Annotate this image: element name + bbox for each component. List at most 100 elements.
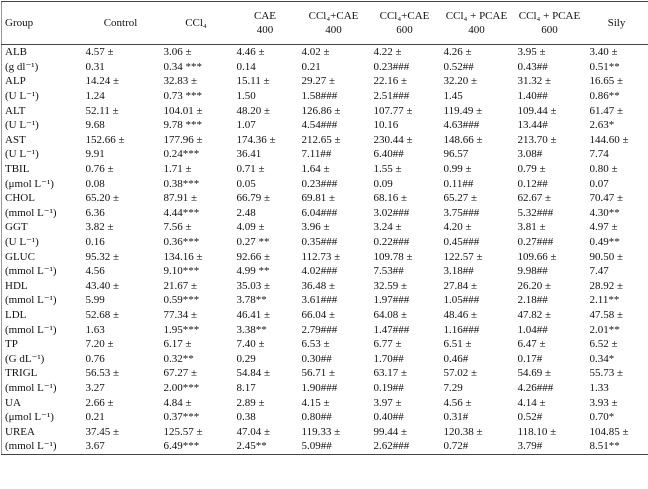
- table-cell: 3.75###: [443, 206, 480, 219]
- table-cell: 92.66 ±: [236, 250, 271, 263]
- table-row: GGT 3.82 ± 7.56 ± 4.09 ± 3.96 ± 3.24 ± 4.20 ± 3…: [2, 220, 648, 235]
- table-cell: 47.82 ±: [517, 308, 552, 321]
- table-cell: 21.67 ±: [163, 279, 198, 292]
- table-row: UA 2.66 ± 4.84 ± 2.89 ± 4.15 ± 3.97 ± 4.56 ± 4.…: [2, 395, 648, 410]
- table-cell: 0.46#: [443, 352, 469, 365]
- table-header: Group Control CCl₄ CAE 400 CCl₄+CAE 400 CCl₄+CA…: [1, 1, 648, 45]
- table-cell: 1.24: [85, 90, 105, 103]
- row-label: (mmol L⁻¹): [5, 323, 57, 336]
- row-label: ALB: [5, 46, 27, 59]
- table-cell: 52.11 ±: [85, 104, 119, 117]
- header-line: CCl₄ + PCAE: [445, 10, 508, 22]
- table-cell: 2.51###: [373, 90, 410, 103]
- header-cell: CCl₄ + PCAE 400: [439, 1, 514, 45]
- table-cell: 5.32###: [517, 206, 554, 219]
- table-cell: 56.53 ±: [85, 367, 120, 380]
- table-cell: 3.93 ±: [589, 396, 618, 409]
- table-row: TBIL 0.76 ± 1.71 ± 0.71 ± 1.64 ± 1.55 ± 0.99 ±…: [2, 162, 648, 177]
- header-line: 400: [468, 24, 485, 36]
- table-cell: 16.65 ±: [589, 75, 624, 88]
- table-cell: 7.40 ±: [236, 338, 265, 351]
- row-label: (μmol L⁻¹): [5, 177, 54, 190]
- table-row: (U L⁻¹) 9.91 0.24*** 36.41 7.11## 6.40## 96.57…: [2, 147, 648, 162]
- header-line: CCl₄+CAE: [379, 10, 430, 22]
- table-cell: 3.97 ±: [373, 396, 402, 409]
- table-cell: 0.22###: [373, 236, 410, 249]
- table-cell: 0.38: [236, 411, 256, 424]
- row-label: UREA: [5, 425, 35, 438]
- table-row: TP 7.20 ± 6.17 ± 7.40 ± 6.53 ± 6.77 ± 6.51 ± 6.…: [2, 337, 648, 352]
- table-cell: 3.08#: [517, 148, 543, 161]
- table-cell: 148.66 ±: [443, 133, 483, 146]
- header-line: CCl₄+CAE: [308, 10, 359, 22]
- table-cell: 0.49**: [589, 236, 620, 249]
- table-cell: 4.97 ±: [589, 221, 618, 234]
- table-cell: 0.30##: [301, 352, 332, 365]
- table-cell: 6.51 ±: [443, 338, 472, 351]
- table-cell: 3.18##: [443, 265, 474, 278]
- table-cell: 0.52##: [443, 60, 474, 73]
- table-cell: 4.84 ±: [163, 396, 192, 409]
- table-cell: 48.20 ±: [236, 104, 271, 117]
- table-row: (mmol L⁻¹) 5.99 0.59*** 3.78** 3.61### 1.97##…: [2, 293, 648, 308]
- row-label: TBIL: [5, 163, 30, 176]
- table-cell: 2.48: [236, 206, 256, 219]
- table-cell: 61.47 ±: [589, 104, 624, 117]
- data-table: Group Control CCl₄ CAE 400 CCl₄+CAE 400 CCl₄+CA…: [1, 1, 648, 455]
- table-cell: 68.16 ±: [373, 192, 408, 205]
- table-cell: 9.98##: [517, 265, 548, 278]
- table-row: TRIGL 56.53 ± 67.27 ± 54.84 ± 56.71 ± 63.17 ±…: [2, 366, 648, 381]
- table-cell: 7.20 ±: [85, 338, 114, 351]
- table-cell: 1.58###: [301, 90, 338, 103]
- table-cell: 62.67 ±: [517, 192, 552, 205]
- table-cell: 3.24 ±: [373, 221, 402, 234]
- row-label: UA: [5, 396, 21, 409]
- header-cell: CAE 400: [232, 1, 298, 45]
- table-cell: 0.21: [301, 60, 321, 73]
- table-cell: 6.49***: [163, 440, 200, 453]
- header-line: CCl₄ + PCAE: [518, 10, 581, 22]
- table-cell: 0.51**: [589, 60, 620, 73]
- table-cell: 134.16 ±: [163, 250, 203, 263]
- row-label: ALT: [5, 104, 26, 117]
- table-cell: 13.44#: [517, 119, 548, 132]
- table-cell: 0.99 ±: [443, 163, 472, 176]
- table-cell: 0.70*: [589, 411, 615, 424]
- table-cell: 1.63: [85, 323, 105, 336]
- table-cell: 0.80##: [301, 411, 332, 424]
- table-cell: 63.17 ±: [373, 367, 408, 380]
- header-line: Sily: [607, 17, 626, 29]
- table-cell: 6.17 ±: [163, 338, 192, 351]
- table-cell: 56.71 ±: [301, 367, 336, 380]
- table-cell: 0.31: [85, 60, 105, 73]
- table-cell: 0.36***: [163, 236, 200, 249]
- table-cell: 87.91 ±: [163, 192, 198, 205]
- header-line: 400: [325, 24, 342, 36]
- table-cell: 29.27 ±: [301, 75, 336, 88]
- table-cell: 104.01 ±: [163, 104, 203, 117]
- table-cell: 32.20 ±: [443, 75, 478, 88]
- table-row: UREA 37.45 ± 125.57 ± 47.04 ± 119.33 ± 99.44 …: [2, 424, 648, 439]
- table-cell: 15.11 ±: [236, 75, 270, 88]
- header-line: Group: [5, 17, 34, 29]
- table-cell: 109.66 ±: [517, 250, 557, 263]
- table-cell: 5.09##: [301, 440, 332, 453]
- table-cell: 6.04###: [301, 206, 338, 219]
- table-cell: 4.26 ±: [443, 46, 472, 59]
- table-cell: 7.11##: [301, 148, 332, 161]
- row-label: LDL: [5, 308, 27, 321]
- table-row: GLUC 95.32 ± 134.16 ± 92.66 ± 112.73 ± 109.78…: [2, 249, 648, 264]
- header-line: 600: [396, 24, 413, 36]
- table-cell: 66.04 ±: [301, 308, 336, 321]
- table-cell: 174.36 ±: [236, 133, 276, 146]
- header-cell: Group: [1, 1, 82, 45]
- table-cell: 1.97###: [373, 294, 410, 307]
- table-row: (μmol L⁻¹) 0.08 0.38*** 0.05 0.23### 0.09 0.11…: [2, 176, 648, 191]
- table-cell: 1.47###: [373, 323, 410, 336]
- header-row: Group Control CCl₄ CAE 400 CCl₄+CAE 400 CCl₄+CA…: [1, 1, 648, 45]
- row-label: ALP: [5, 75, 26, 88]
- table-cell: 67.27 ±: [163, 367, 198, 380]
- table-cell: 0.21: [85, 411, 105, 424]
- table-cell: 96.57: [443, 148, 469, 161]
- table-cell: 4.02###: [301, 265, 338, 278]
